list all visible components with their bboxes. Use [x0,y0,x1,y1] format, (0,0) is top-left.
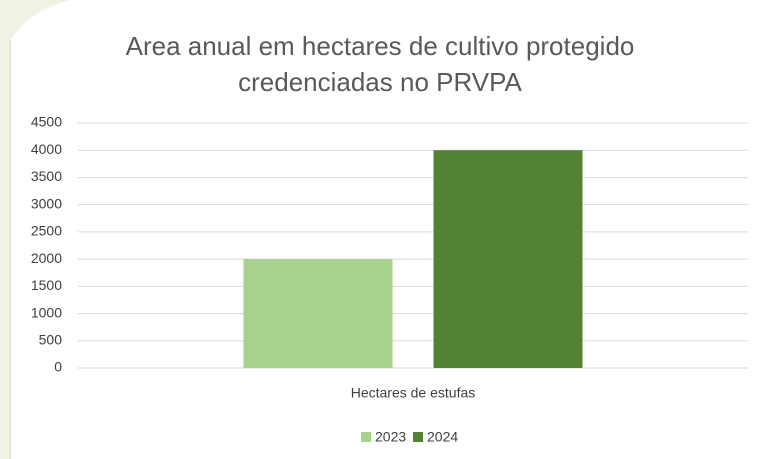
legend-swatch [413,432,423,442]
chart-title: Area anual em hectares de cultivo proteg… [125,31,635,97]
legend-label: 2024 [427,429,458,445]
y-tick-label: 0 [54,359,62,375]
y-tick-label: 1500 [31,277,62,293]
y-tick-label: 500 [39,331,63,347]
y-tick-label: 2000 [31,250,62,266]
decoration [0,0,70,459]
y-tick-label: 3500 [31,168,62,184]
y-tick-label: 1000 [31,304,62,320]
legend-swatch [361,432,371,442]
x-tick-label: Hectares de estufas [351,385,476,401]
y-tick-label: 4500 [31,114,62,130]
y-tick-label: 2500 [31,223,62,239]
y-tick-label: 4000 [31,141,62,157]
y-tick-label: 3000 [31,195,62,211]
bar [243,259,393,368]
legend-label: 2023 [375,429,406,445]
bar [433,150,583,368]
